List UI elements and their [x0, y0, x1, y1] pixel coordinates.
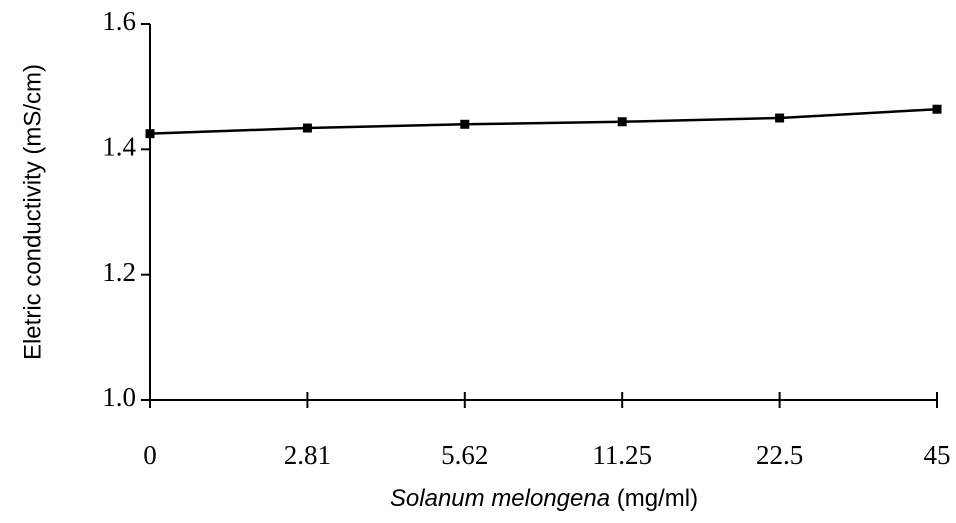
x-tick-label: 45: [924, 440, 951, 470]
x-tick-label: 2.81: [284, 440, 331, 470]
x-axis-label-unit: (mg/ml): [617, 485, 698, 512]
y-tick-label: 1.2: [102, 257, 136, 287]
marker: [302, 123, 312, 133]
y-axis-label: Eletric conductivity (mS/cm): [19, 64, 46, 360]
y-tick-label: 1.0: [102, 382, 136, 412]
x-tick-label: 0: [143, 440, 157, 470]
x-tick-label: 11.25: [592, 440, 652, 470]
marker: [617, 117, 627, 127]
marker: [775, 113, 785, 123]
x-tick-label: 5.62: [441, 440, 488, 470]
marker: [932, 104, 942, 114]
x-axis-label: Solanum melongena (mg/ml): [390, 485, 698, 512]
x-axis-label-species: Solanum melongena: [390, 485, 610, 512]
y-tick-label: 1.6: [102, 6, 136, 36]
marker: [145, 129, 155, 139]
x-tick-label: 22.5: [756, 440, 803, 470]
marker: [460, 119, 470, 129]
y-tick-label: 1.4: [102, 132, 136, 162]
data-line: [149, 107, 938, 135]
